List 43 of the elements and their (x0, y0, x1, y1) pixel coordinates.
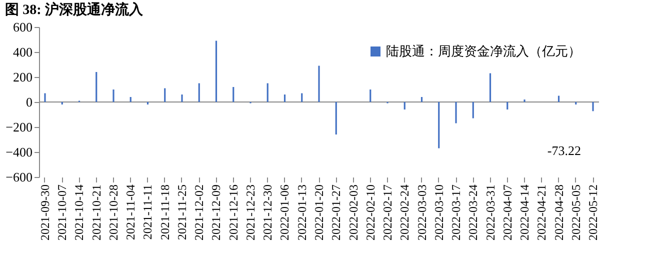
x-tick-label: 2022-03-31 (483, 184, 498, 240)
y-tick-label: −600 (6, 170, 32, 184)
y-tick-label: 400 (13, 44, 32, 60)
chart-title: 图 38: 沪深股通净流入 (5, 1, 144, 18)
x-tick-label: 2022-03-24 (466, 184, 480, 240)
x-tick-label: 2022-01-06 (278, 184, 292, 240)
y-tick-label: 200 (13, 70, 32, 84)
x-tick-label: 2021-12-23 (244, 184, 258, 240)
x-tick-label: 2022-02-24 (398, 184, 412, 240)
y-tick-label: −200 (6, 120, 32, 134)
x-tick-label: 2022-04-14 (518, 184, 532, 240)
x-tick-label: 2021-10-14 (72, 184, 86, 240)
x-tick-label: 2022-05-05 (568, 184, 583, 240)
y-tick-label: 0 (26, 94, 32, 110)
x-tick-label: 2022-01-27 (329, 184, 344, 240)
x-tick-label: 2022-03-03 (414, 184, 429, 240)
y-tick-label: 600 (13, 20, 32, 34)
x-tick-label: 2021-12-16 (226, 184, 240, 240)
x-tick-label: 2022-02-17 (380, 184, 394, 240)
x-tick-label: 2022-03-17 (449, 184, 464, 240)
x-tick-label: 2021-12-30 (260, 184, 275, 240)
x-tick-label: 2022-05-12 (586, 184, 600, 240)
x-tick-label: 2021-10-07 (55, 184, 70, 240)
x-tick-label: 2022-02-10 (363, 184, 378, 240)
x-tick-label: 2021-11-04 (124, 184, 138, 240)
x-tick-label: 2022-04-21 (534, 184, 549, 240)
x-tick-label: 2022-01-13 (294, 184, 309, 240)
legend-label: 陆股通：周度资金净流入（亿元） (386, 44, 581, 58)
x-tick-label: 2022-04-07 (500, 184, 514, 240)
x-tick-label: 2021-12-02 (192, 184, 206, 240)
x-tick-label: 2022-04-28 (552, 184, 566, 240)
x-tick-label: 2021-10-21 (89, 184, 104, 240)
x-tick-label: 2022-02-03 (346, 184, 360, 240)
x-tick-label: 2021-10-28 (106, 184, 120, 240)
annotation: -73.22 (547, 143, 582, 158)
x-tick-label: 2021-11-18 (158, 184, 172, 240)
x-tick-label: 2021-11-25 (174, 184, 189, 240)
x-tick-label: 2021-11-11 (140, 184, 155, 240)
y-tick-label: −400 (6, 144, 32, 160)
x-tick-label: 2021-12-09 (209, 184, 224, 240)
x-tick-label: 2022-01-20 (312, 184, 326, 240)
x-tick-label: 2021-09-30 (38, 184, 52, 240)
x-tick-label: 2022-03-10 (432, 184, 446, 240)
